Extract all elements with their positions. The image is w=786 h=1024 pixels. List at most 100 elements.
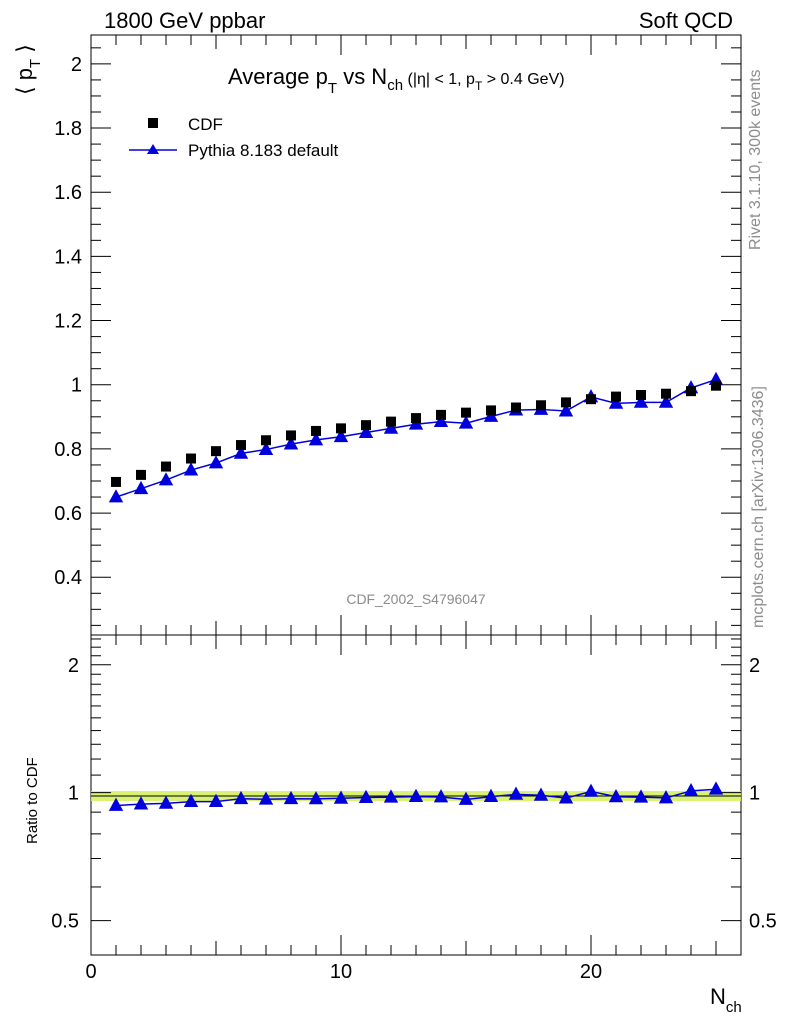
ratio-point (483, 788, 499, 803)
ratio-point (108, 797, 124, 811)
ratio-y-tick-label-left: 1 (68, 783, 79, 805)
pythia-point (333, 428, 349, 443)
ratio-point (633, 789, 649, 803)
legend-pythia-label: Pythia 8.183 default (188, 141, 339, 160)
main-y-tick-label: 0.4 (54, 567, 82, 589)
x-axis-label: Nch (710, 984, 742, 1016)
title-cut-suffix: > 0.4 GeV) (482, 71, 564, 88)
pythia-point (233, 445, 249, 459)
cdf-point (361, 420, 371, 431)
ratio-point (233, 790, 249, 805)
ratio-point (133, 796, 149, 810)
ratio-point (708, 781, 724, 795)
cdf-point (511, 402, 521, 413)
main-y-ticks: 0.4 0.6 0.8 1 1.2 1.4 1.6 1.8 2 (54, 47, 741, 626)
cdf-point (236, 440, 246, 451)
main-y-tick-label: 1 (71, 375, 82, 397)
y-axis-label-subscript: T (27, 59, 44, 68)
ratio-y-ticks: 0.5 0.5 1 1 2 2 (51, 638, 777, 933)
x-axis-label-subscript: ch (726, 999, 742, 1016)
cdf-point (136, 469, 146, 480)
cdf-point (461, 407, 471, 418)
cdf-point (286, 430, 296, 441)
x-axis-label-n: N (710, 984, 726, 1009)
plot-title: Average pT vs Nch (|η| < 1, pT > 0.4 GeV… (228, 64, 565, 97)
ratio-point (158, 795, 174, 809)
main-y-tick-label: 1.4 (54, 246, 82, 268)
ratio-series (108, 781, 724, 811)
x-ticks: 0 10 20 (85, 35, 742, 983)
cdf-point (711, 380, 721, 391)
main-y-tick-label: 0.6 (54, 503, 82, 525)
pythia-point (658, 394, 674, 408)
cdf-point (336, 423, 346, 434)
legend-cdf-marker (148, 118, 158, 128)
ratio-axis-label: Ratio to CDF (24, 757, 41, 844)
ratio-y-tick-label-left: 0.5 (51, 911, 79, 933)
ratio-point (458, 791, 474, 805)
ratio-y-tick-label-right: 2 (749, 655, 760, 677)
title-pt-subscript: T (328, 80, 337, 97)
ratio-y-tick-label-left: 2 (68, 655, 79, 677)
pythia-point (258, 441, 274, 455)
analysis-id-label: CDF_2002_S4796047 (346, 591, 486, 607)
ratio-point (283, 790, 299, 805)
y-axis-label-open: ⟨ p (12, 68, 37, 95)
pythia-point (208, 455, 224, 469)
title-cut-pt-subscript: T (475, 79, 483, 93)
ratio-point (508, 786, 524, 800)
x-tick-label: 20 (580, 961, 602, 983)
pythia-series (108, 371, 724, 503)
ratio-point (583, 783, 599, 797)
cdf-point (386, 416, 396, 427)
pythia-point (158, 472, 174, 486)
ratio-point (358, 789, 374, 803)
cdf-point (186, 453, 196, 464)
ratio-point (558, 790, 574, 804)
ratio-point (333, 790, 349, 804)
title-average-pt: Average p (228, 64, 328, 89)
main-y-tick-label: 1.6 (54, 182, 82, 204)
cdf-point (536, 400, 546, 411)
pythia-point (633, 394, 649, 408)
cdf-point (561, 397, 571, 408)
pythia-point (133, 480, 149, 495)
cdf-series (111, 380, 721, 487)
legend-pythia-marker (147, 144, 159, 154)
ratio-point (433, 789, 449, 803)
cdf-point (661, 388, 671, 399)
cdf-point (261, 435, 271, 446)
ratio-point (608, 788, 624, 803)
cdf-point (436, 409, 446, 420)
main-y-tick-label: 2 (71, 54, 82, 76)
pythia-point (183, 462, 199, 476)
legend-cdf-label: CDF (188, 115, 223, 134)
mcplots-reference-label: mcplots.cern.ch [arXiv:1306.3436] (750, 386, 767, 628)
pythia-point (383, 420, 399, 434)
cdf-point (486, 405, 496, 416)
cdf-point (636, 390, 646, 400)
x-tick-label: 10 (330, 961, 352, 983)
x-tick-label: 0 (85, 961, 96, 983)
pythia-point (433, 413, 449, 428)
ratio-point (258, 791, 274, 805)
main-y-tick-label: 1.2 (54, 311, 82, 333)
main-y-tick-label: 1.8 (54, 118, 82, 140)
cdf-point (411, 413, 421, 424)
ratio-point (208, 793, 224, 807)
pythia-point (358, 424, 374, 438)
title-vs-nch: vs N (337, 64, 387, 89)
header-process-label: Soft QCD (639, 8, 733, 33)
cdf-point (211, 446, 221, 457)
ratio-point (683, 783, 699, 797)
title-nch-subscript: ch (387, 77, 403, 94)
header-energy-label: 1800 GeV ppbar (104, 8, 265, 33)
cdf-point (161, 461, 171, 472)
ratio-point (658, 790, 674, 804)
pythia-point (558, 403, 574, 417)
pythia-point (308, 432, 324, 446)
ratio-point (408, 788, 424, 803)
cdf-point (611, 391, 621, 402)
pythia-point (108, 489, 124, 503)
